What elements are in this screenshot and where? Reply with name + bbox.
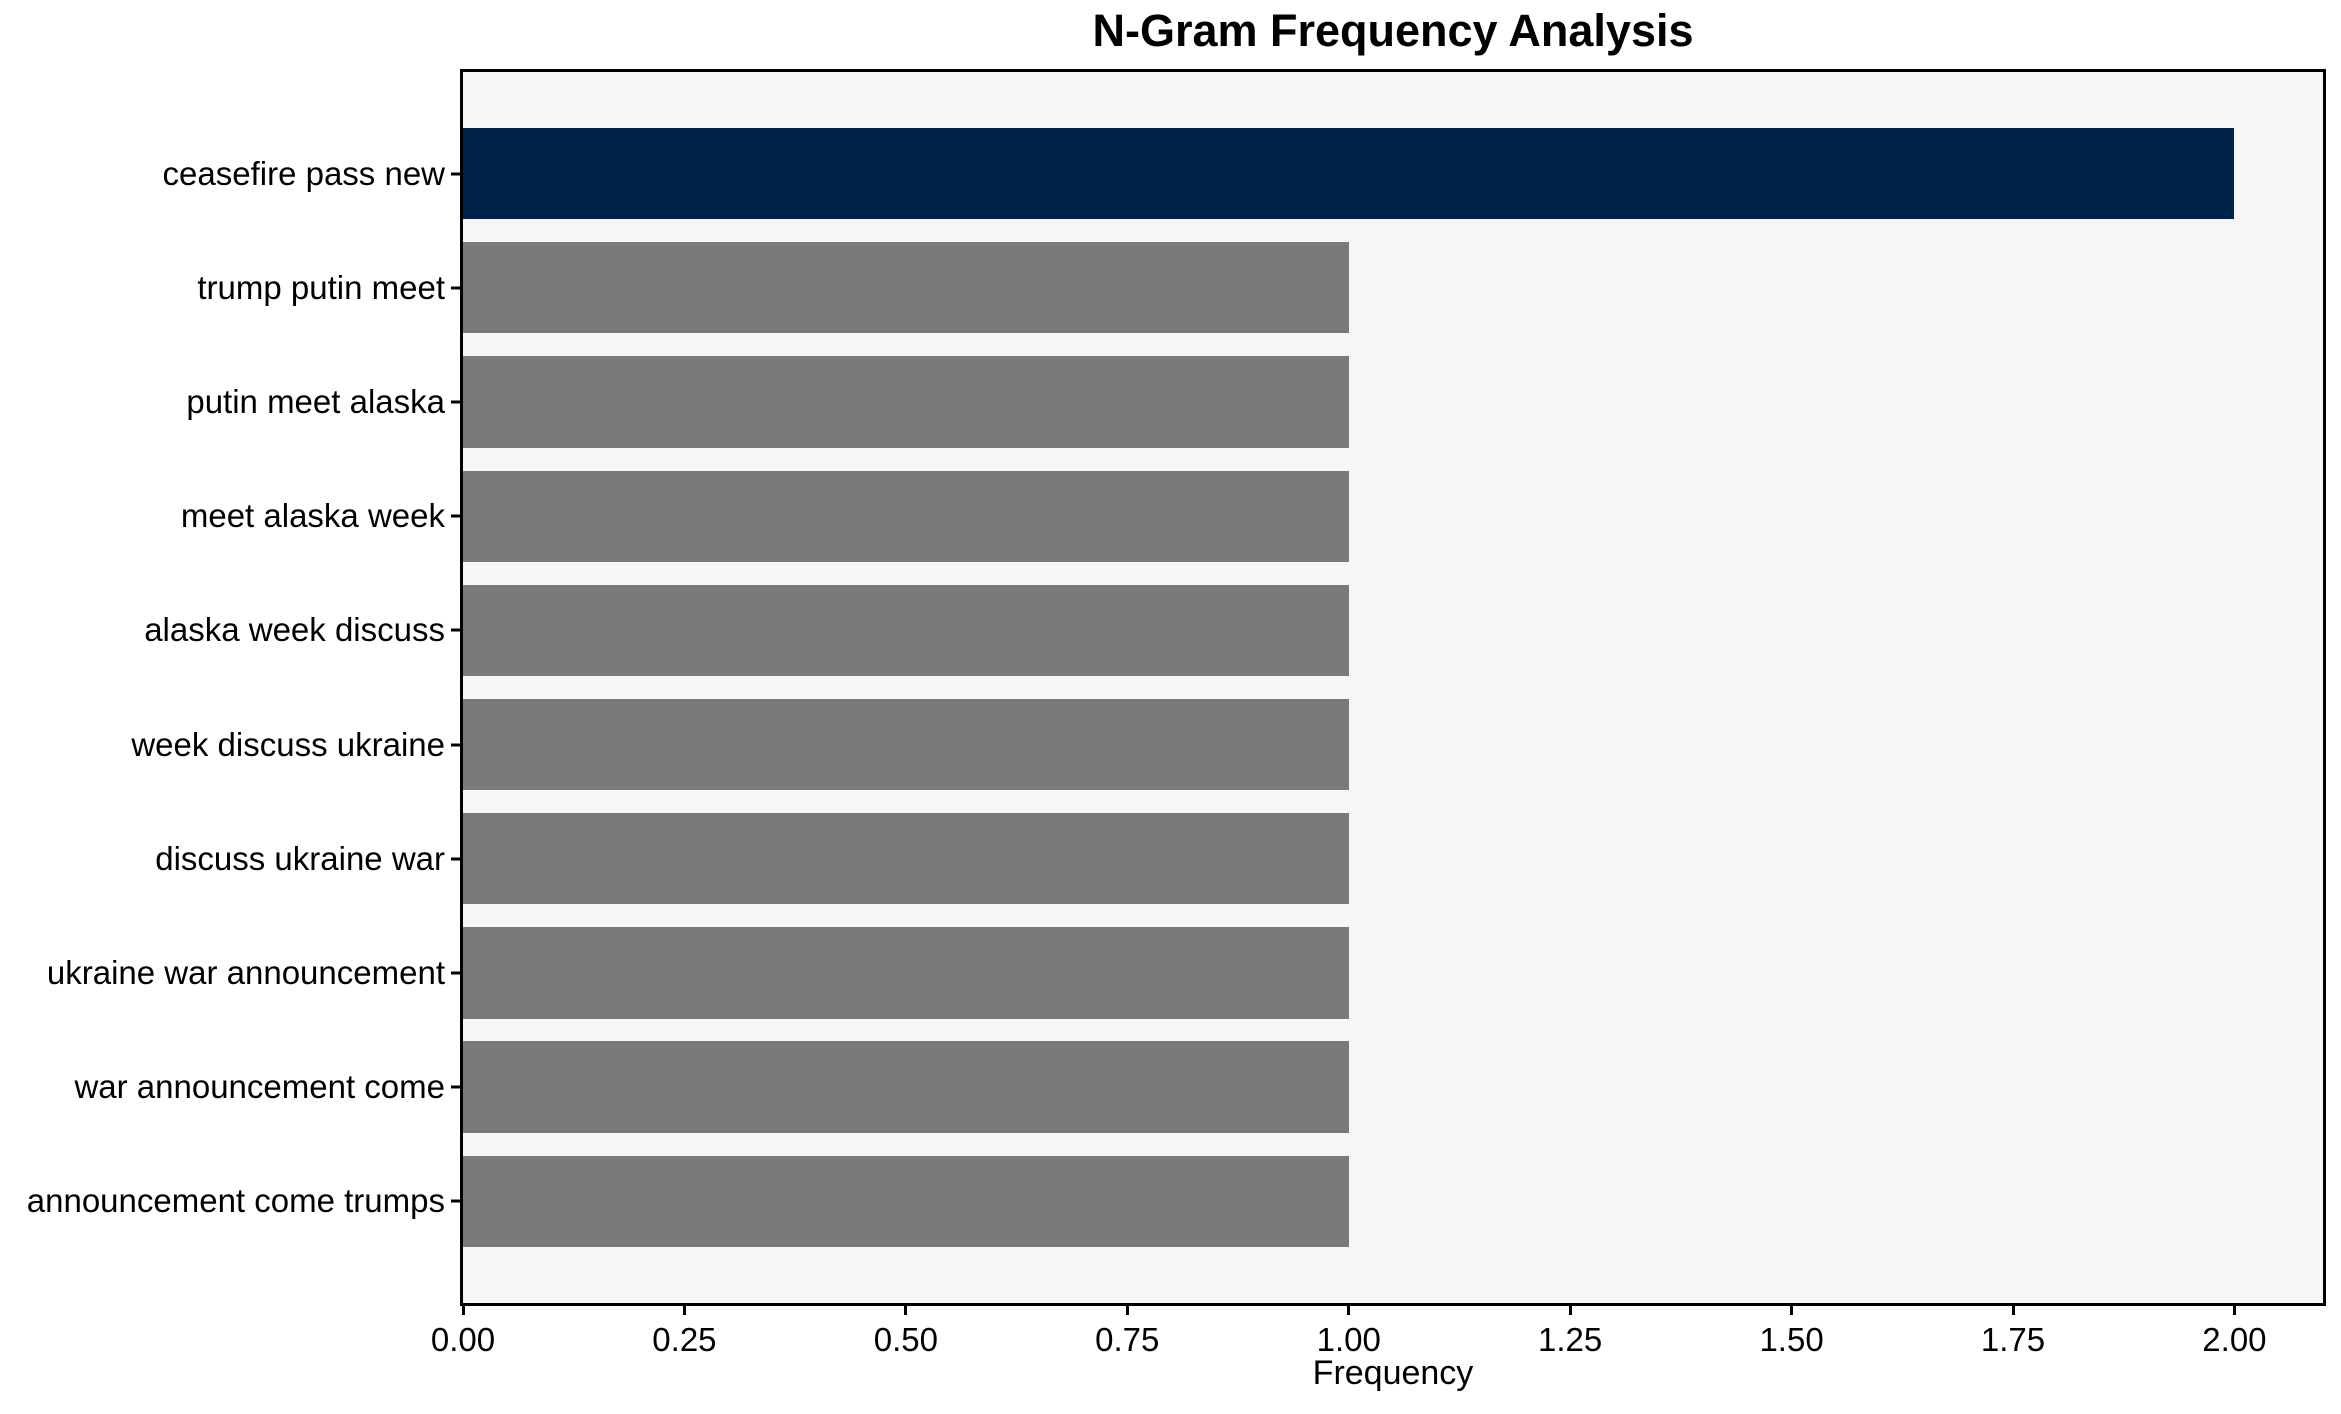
y-tick-mark [451, 172, 460, 176]
y-tick-mark [451, 628, 460, 632]
y-tick-label: trump putin meet [197, 268, 445, 306]
plot-area [460, 69, 2326, 1306]
y-tick-label: putin meet alaska [186, 383, 445, 421]
x-tick-label: 1.00 [1316, 1321, 1381, 1358]
x-tick-label: 1.50 [1759, 1321, 1824, 1358]
x-tick-mark [1125, 1306, 1129, 1315]
y-tick-mark [451, 400, 460, 404]
y-tick-mark [451, 514, 460, 518]
y-tick-mark [451, 971, 460, 975]
x-tick-label: 1.75 [1980, 1321, 2046, 1358]
y-tick-label: ukraine war announcement [46, 953, 445, 991]
y-tick-label: war announcement come [74, 1068, 445, 1106]
y-tick-mark [451, 1085, 460, 1089]
y-tick-mark [451, 743, 460, 747]
x-tick-mark [1347, 1306, 1351, 1315]
bar [463, 242, 1349, 334]
y-tick-label: meet alaska week [180, 497, 445, 535]
x-tick-mark [1568, 1306, 1572, 1315]
y-tick-mark [451, 1199, 460, 1203]
x-tick-mark [2011, 1306, 2015, 1315]
x-tick-mark [2232, 1306, 2236, 1315]
x-tick-mark [1790, 1306, 1794, 1315]
x-tick-mark [904, 1306, 908, 1315]
y-tick-label: announcement come trumps [26, 1182, 445, 1220]
x-axis-label: Frequency [1312, 1354, 1474, 1392]
bar [463, 470, 1349, 562]
y-tick-label: alaska week discuss [144, 611, 445, 649]
x-tick-label: 0.50 [873, 1321, 938, 1358]
bar [463, 1155, 1349, 1248]
x-tick-label: 0.75 [1095, 1321, 1160, 1358]
bar [463, 356, 1349, 448]
bar [463, 698, 1349, 791]
x-tick-label: 1.25 [1538, 1321, 1603, 1358]
x-tick-label: 0.25 [652, 1321, 717, 1358]
y-tick-label: discuss ukraine war [155, 839, 445, 877]
x-tick-label: 2.00 [2202, 1321, 2267, 1358]
bar [463, 127, 2235, 220]
y-tick-mark [451, 857, 460, 861]
y-tick-label: ceasefire pass new [162, 154, 445, 192]
bar [463, 813, 1349, 905]
y-tick-mark [451, 286, 460, 290]
x-tick-label: 0.00 [430, 1321, 496, 1358]
x-tick-mark [461, 1306, 465, 1315]
bar [463, 584, 1349, 677]
y-tick-label: week discuss ukraine [131, 725, 445, 763]
bar [463, 1041, 1349, 1133]
bar [463, 927, 1349, 1019]
x-tick-mark [682, 1306, 686, 1315]
chart-title: N-Gram Frequency Analysis [1092, 5, 1694, 56]
